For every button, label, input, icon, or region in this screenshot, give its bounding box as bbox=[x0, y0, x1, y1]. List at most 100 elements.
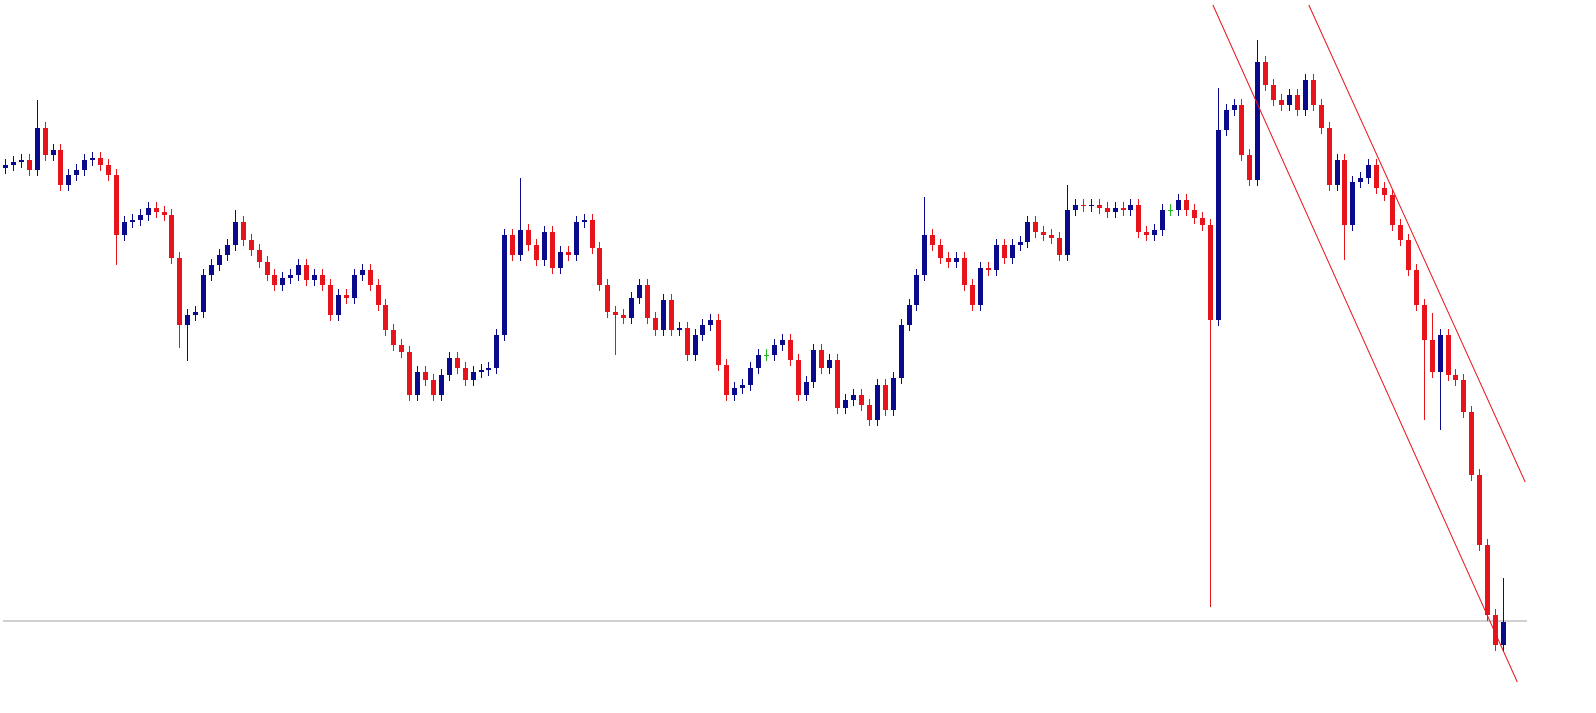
candle-body bbox=[1319, 105, 1324, 128]
candle-body bbox=[1493, 615, 1498, 645]
candle-body bbox=[1350, 182, 1355, 225]
candle-body bbox=[43, 128, 48, 155]
candle-body bbox=[994, 245, 999, 270]
candle-body bbox=[653, 318, 658, 330]
candle-body bbox=[859, 395, 864, 405]
candle-body bbox=[724, 365, 729, 395]
candle-body bbox=[740, 385, 745, 388]
candle-body bbox=[1097, 205, 1102, 208]
candle-body bbox=[1105, 208, 1110, 212]
candle-body bbox=[177, 258, 182, 325]
candle-body bbox=[1477, 475, 1482, 545]
candle-body bbox=[907, 305, 912, 325]
candle-body bbox=[922, 235, 927, 275]
candle-body bbox=[1081, 205, 1086, 206]
candle-body bbox=[249, 240, 254, 250]
candle-body bbox=[978, 268, 983, 305]
candle-body bbox=[257, 250, 262, 262]
candle-body bbox=[1247, 155, 1252, 180]
candle-body bbox=[1366, 165, 1371, 178]
candle-body bbox=[209, 265, 214, 275]
candle-body bbox=[788, 340, 793, 360]
candle-body bbox=[114, 175, 119, 235]
candle-body bbox=[447, 358, 452, 375]
candle-body bbox=[169, 215, 174, 258]
candle-body bbox=[146, 208, 151, 215]
candle-body bbox=[225, 245, 230, 255]
candle-body bbox=[455, 358, 460, 368]
candle-body bbox=[1239, 105, 1244, 155]
candle-body bbox=[122, 222, 127, 235]
candle-body bbox=[835, 360, 840, 408]
candle-body bbox=[201, 275, 206, 312]
candle-body bbox=[328, 285, 333, 315]
candle-body bbox=[272, 275, 277, 285]
candle-body bbox=[399, 345, 404, 352]
candle-body bbox=[494, 335, 499, 368]
candle-body bbox=[629, 298, 634, 318]
candle-body bbox=[914, 275, 919, 305]
candle-body bbox=[90, 158, 95, 160]
candle-body bbox=[796, 360, 801, 395]
candle-body bbox=[708, 320, 713, 325]
candle-body bbox=[1414, 270, 1419, 305]
candle-body bbox=[1398, 225, 1403, 240]
candle-body bbox=[1382, 188, 1387, 195]
candle-body bbox=[1461, 380, 1466, 412]
candle-body bbox=[312, 275, 317, 280]
candle-body bbox=[748, 368, 753, 385]
candle-body bbox=[970, 285, 975, 305]
candle-body bbox=[764, 355, 769, 356]
candle-body bbox=[938, 245, 943, 258]
candle-body bbox=[1263, 62, 1268, 85]
candle-body bbox=[677, 328, 682, 330]
candle-body bbox=[471, 372, 476, 380]
candle-body bbox=[756, 355, 761, 368]
candle-body bbox=[82, 160, 87, 170]
candle-body bbox=[1311, 80, 1316, 105]
candle-body bbox=[843, 400, 848, 408]
candle-body bbox=[35, 128, 40, 170]
candle-body bbox=[954, 258, 959, 262]
candle-body bbox=[1406, 240, 1411, 270]
candle-body bbox=[1033, 222, 1038, 232]
candle-body bbox=[1065, 210, 1070, 255]
candle-body bbox=[162, 212, 167, 215]
candle-body bbox=[986, 268, 991, 270]
candle-body bbox=[780, 340, 785, 345]
candle-body bbox=[685, 328, 690, 355]
candle-body bbox=[1446, 335, 1451, 375]
candle-body bbox=[217, 255, 222, 265]
candle-body bbox=[661, 300, 666, 330]
candle-body bbox=[867, 405, 872, 420]
candle-body bbox=[1057, 238, 1062, 255]
candle-body bbox=[930, 235, 935, 245]
candle-body bbox=[154, 208, 159, 212]
candle-body bbox=[645, 285, 650, 318]
candle-body bbox=[1422, 305, 1427, 340]
candle-body bbox=[1152, 230, 1157, 235]
candle-body bbox=[518, 230, 523, 255]
candle-body bbox=[1485, 545, 1490, 615]
candle-body bbox=[962, 258, 967, 285]
candle-body bbox=[391, 330, 396, 345]
candle-body bbox=[597, 248, 602, 285]
candle-body bbox=[883, 385, 888, 410]
candle-body bbox=[1335, 160, 1340, 185]
candle-body bbox=[1176, 200, 1181, 210]
candle-body bbox=[716, 320, 721, 365]
candle-body bbox=[280, 278, 285, 285]
candle-body bbox=[637, 285, 642, 298]
candle-body bbox=[1192, 210, 1197, 218]
candle-body bbox=[431, 380, 436, 395]
candle-body bbox=[1327, 128, 1332, 185]
candle-body bbox=[1073, 205, 1078, 210]
candle-body bbox=[811, 350, 816, 382]
candle-body bbox=[1113, 208, 1118, 212]
candle-body bbox=[66, 175, 71, 185]
candle-body bbox=[1430, 340, 1435, 372]
candle-body bbox=[1121, 208, 1126, 210]
candle-body bbox=[439, 375, 444, 395]
candle-body bbox=[1049, 235, 1054, 238]
